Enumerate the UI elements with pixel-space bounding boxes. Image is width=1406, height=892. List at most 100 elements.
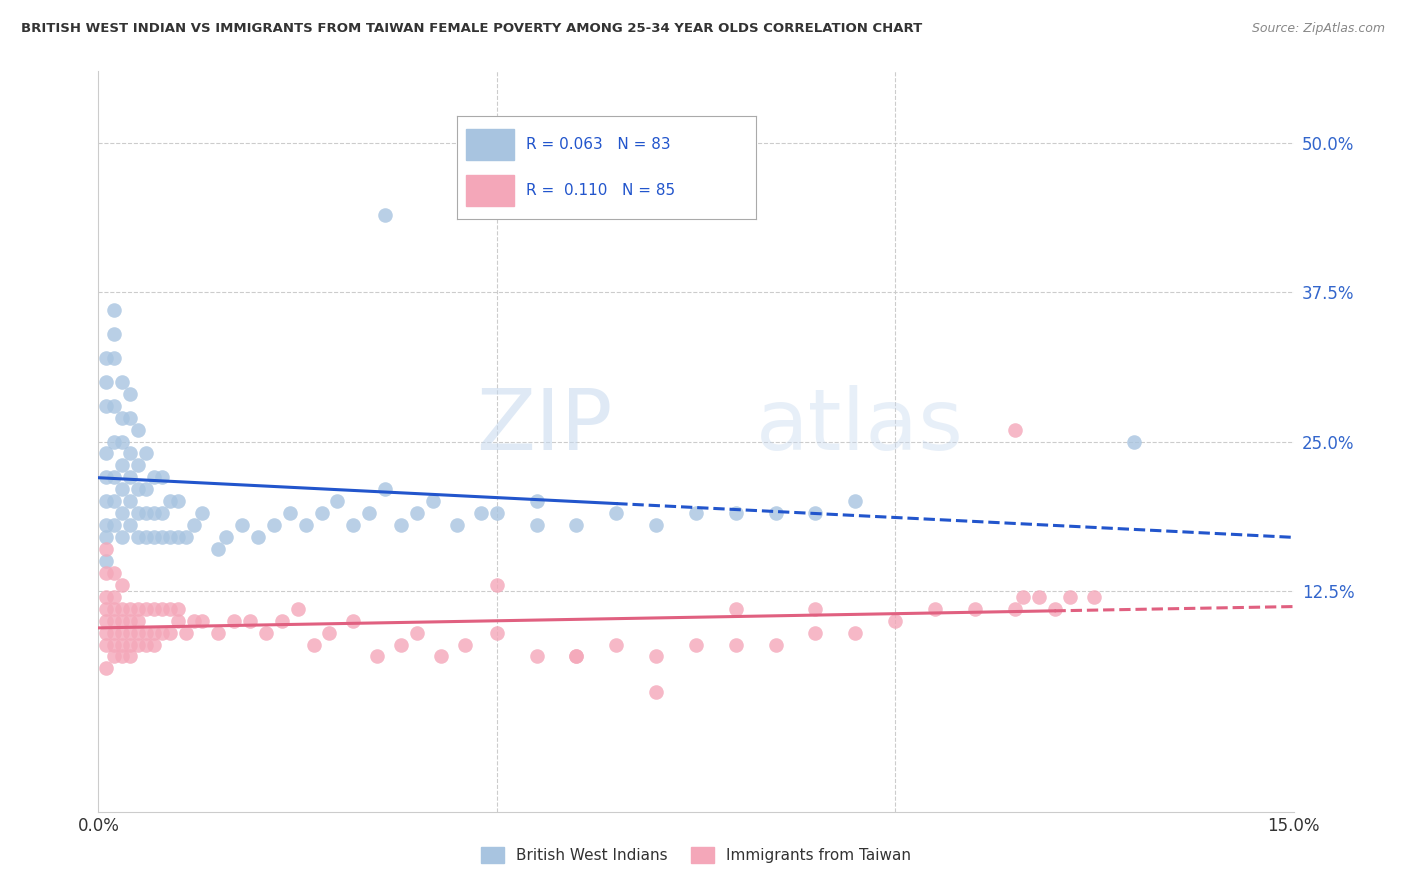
Point	[135, 638, 157, 652]
Point	[724, 638, 747, 652]
Point	[103, 566, 125, 580]
Point	[96, 554, 118, 568]
Point	[111, 649, 134, 664]
Point	[183, 518, 205, 533]
Point	[135, 625, 157, 640]
Point	[526, 518, 548, 533]
Point	[96, 446, 118, 460]
Point	[103, 590, 125, 604]
Point	[103, 470, 125, 484]
Point	[135, 601, 157, 615]
Point	[844, 494, 866, 508]
Point	[485, 625, 508, 640]
Point	[302, 638, 325, 652]
Point	[127, 614, 149, 628]
Point	[127, 638, 149, 652]
Point	[342, 518, 364, 533]
Point	[96, 614, 118, 628]
Point	[207, 625, 229, 640]
Point	[111, 614, 134, 628]
Point	[96, 518, 118, 533]
Point	[103, 434, 125, 449]
Point	[765, 638, 787, 652]
Point	[111, 638, 134, 652]
Text: BRITISH WEST INDIAN VS IMMIGRANTS FROM TAIWAN FEMALE POVERTY AMONG 25-34 YEAR OL: BRITISH WEST INDIAN VS IMMIGRANTS FROM T…	[21, 22, 922, 36]
Point	[120, 470, 142, 484]
Point	[127, 530, 149, 544]
Point	[1043, 601, 1066, 615]
Point	[103, 614, 125, 628]
Point	[111, 434, 134, 449]
Point	[924, 601, 946, 615]
Point	[207, 541, 229, 556]
Text: ZIP: ZIP	[475, 385, 613, 468]
Point	[605, 638, 627, 652]
Point	[311, 506, 333, 520]
Point	[96, 541, 118, 556]
Point	[96, 638, 118, 652]
Point	[485, 506, 508, 520]
Point	[103, 638, 125, 652]
Point	[1083, 590, 1105, 604]
Point	[111, 601, 134, 615]
Point	[270, 614, 292, 628]
Point	[326, 494, 349, 508]
Point	[884, 614, 907, 628]
Point	[103, 625, 125, 640]
Point	[1059, 590, 1081, 604]
Point	[120, 614, 142, 628]
Point	[963, 601, 986, 615]
Point	[103, 518, 125, 533]
Point	[96, 625, 118, 640]
Point	[143, 638, 166, 652]
Point	[143, 601, 166, 615]
Point	[159, 530, 181, 544]
Point	[96, 351, 118, 365]
Point	[135, 446, 157, 460]
Text: Source: ZipAtlas.com: Source: ZipAtlas.com	[1251, 22, 1385, 36]
Point	[167, 614, 190, 628]
Point	[526, 494, 548, 508]
Point	[127, 423, 149, 437]
Point	[294, 518, 316, 533]
Point	[565, 518, 588, 533]
Point	[406, 625, 429, 640]
Text: atlas: atlas	[756, 385, 963, 468]
Point	[159, 625, 181, 640]
Point	[454, 638, 477, 652]
Point	[485, 578, 508, 592]
Point	[804, 601, 827, 615]
Point	[96, 399, 118, 413]
Point	[278, 506, 301, 520]
Point	[231, 518, 253, 533]
Point	[446, 518, 468, 533]
Point	[804, 625, 827, 640]
Point	[135, 506, 157, 520]
Point	[565, 649, 588, 664]
Point	[1123, 434, 1146, 449]
Point	[103, 601, 125, 615]
Point	[167, 601, 190, 615]
Point	[605, 506, 627, 520]
Point	[111, 375, 134, 389]
Point	[150, 470, 173, 484]
Point	[120, 601, 142, 615]
Point	[150, 625, 173, 640]
Point	[174, 625, 197, 640]
Point	[127, 458, 149, 473]
Point	[96, 566, 118, 580]
Point	[215, 530, 238, 544]
Point	[96, 375, 118, 389]
Point	[103, 303, 125, 318]
Point	[127, 483, 149, 497]
Point	[685, 638, 707, 652]
Point	[374, 208, 396, 222]
Point	[318, 625, 340, 640]
Point	[103, 351, 125, 365]
Point	[96, 590, 118, 604]
Point	[96, 470, 118, 484]
Point	[120, 410, 142, 425]
Point	[359, 506, 381, 520]
Point	[844, 625, 866, 640]
Point	[111, 625, 134, 640]
